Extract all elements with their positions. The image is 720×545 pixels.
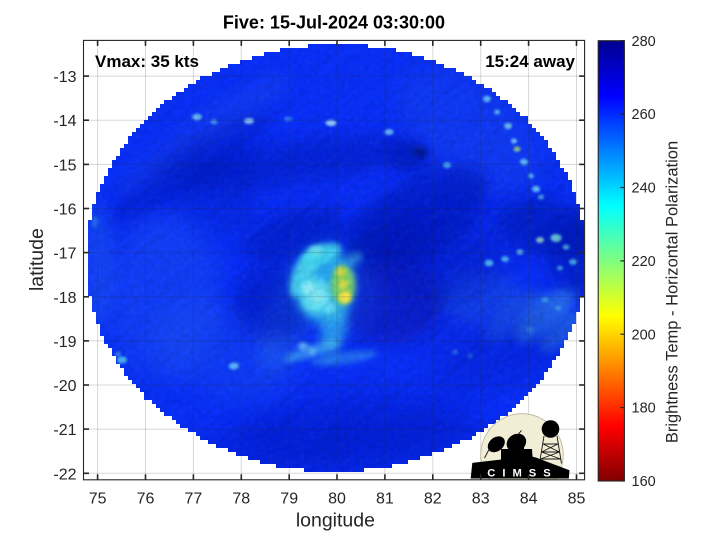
svg-text:160: 160 — [632, 474, 656, 490]
svg-text:-14: -14 — [53, 113, 76, 130]
svg-text:77: 77 — [185, 490, 203, 507]
svg-text:75: 75 — [89, 490, 107, 507]
svg-text:200: 200 — [632, 327, 656, 343]
svg-text:-15: -15 — [53, 157, 76, 174]
svg-text:280: 280 — [632, 34, 656, 50]
svg-text:Vmax: 35 kts: Vmax: 35 kts — [95, 52, 199, 71]
svg-text:260: 260 — [632, 107, 656, 123]
svg-text:83: 83 — [472, 490, 490, 507]
svg-text:longitude: longitude — [296, 510, 375, 532]
svg-text:180: 180 — [632, 401, 656, 417]
svg-text:latitude: latitude — [26, 228, 48, 291]
svg-text:220: 220 — [632, 254, 656, 270]
svg-text:-21: -21 — [53, 422, 76, 439]
svg-text:78: 78 — [232, 490, 250, 507]
svg-text:81: 81 — [376, 490, 394, 507]
svg-text:-22: -22 — [53, 466, 76, 483]
svg-text:-20: -20 — [53, 378, 76, 395]
svg-text:Five: 15-Jul-2024 03:30:00: Five: 15-Jul-2024 03:30:00 — [223, 13, 445, 33]
svg-text:-19: -19 — [53, 334, 76, 351]
svg-text:79: 79 — [280, 490, 298, 507]
svg-text:-13: -13 — [53, 69, 76, 86]
svg-text:15:24 away: 15:24 away — [485, 52, 575, 71]
svg-text:85: 85 — [568, 490, 586, 507]
svg-text:76: 76 — [137, 490, 155, 507]
svg-text:Brightness Temp - Horizontal P: Brightness Temp - Horizontal Polarizatio… — [664, 141, 682, 443]
svg-text:80: 80 — [328, 490, 346, 507]
svg-text:CIMSS: CIMSS — [487, 467, 557, 479]
svg-text:-17: -17 — [53, 246, 76, 263]
svg-text:84: 84 — [520, 490, 538, 507]
svg-text:240: 240 — [632, 181, 656, 197]
svg-text:-18: -18 — [53, 290, 76, 307]
svg-text:82: 82 — [424, 490, 442, 507]
svg-text:-16: -16 — [53, 202, 76, 219]
